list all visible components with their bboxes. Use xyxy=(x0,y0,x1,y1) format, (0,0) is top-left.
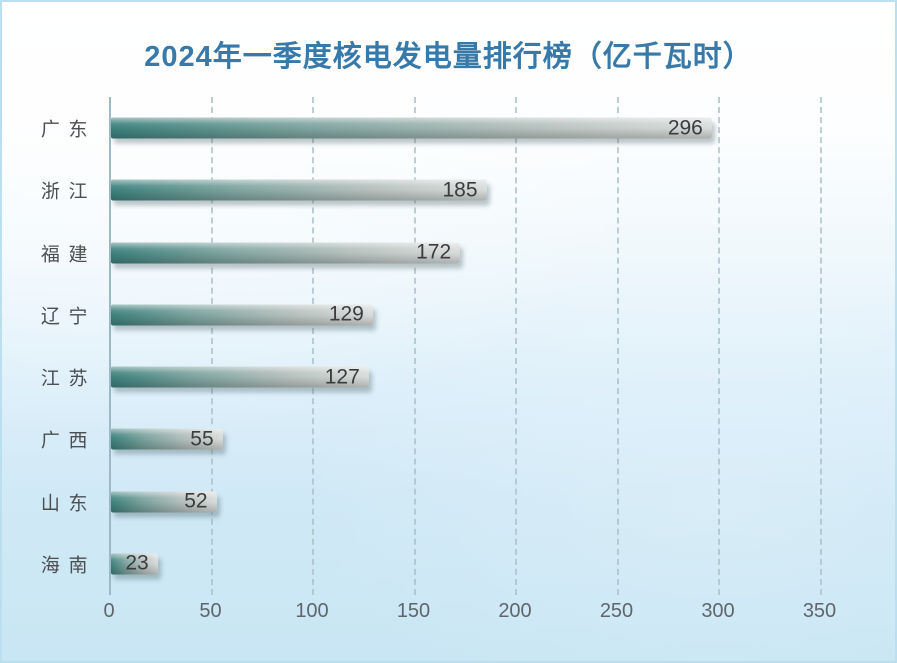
category-label: 辽宁 xyxy=(40,306,96,328)
bar-山东: 52 xyxy=(111,489,217,513)
gridline xyxy=(312,97,314,595)
value-label: 296 xyxy=(667,116,703,140)
plot-area: 广东 296 浙江 185 福建 172 辽宁 129 江苏 127 广西 55 山东 52 海南 23 xyxy=(41,97,854,595)
bar-rows: 广东 296 浙江 185 福建 172 辽宁 129 江苏 127 广西 55 山东 52 海南 23 xyxy=(41,97,854,595)
category-label: 广东 xyxy=(40,119,96,141)
gridline xyxy=(515,97,517,595)
bar-福建: 172 xyxy=(111,240,461,264)
x-tick-label: 150 xyxy=(396,600,431,622)
category-label: 浙江 xyxy=(40,181,96,203)
y-axis-line xyxy=(109,97,111,595)
bar-row: 辽宁 129 xyxy=(41,284,854,346)
x-axis-tick-labels: 0 50 100 150 200 250 300 350 xyxy=(103,600,854,626)
bar-广西: 55 xyxy=(111,427,223,451)
gridline xyxy=(210,97,213,595)
bar-row: 福建 172 xyxy=(41,222,854,284)
x-tick-label: 100 xyxy=(295,600,329,622)
category-label: 山东 xyxy=(40,493,96,515)
gridline xyxy=(616,97,619,595)
value-label: 127 xyxy=(324,365,360,389)
value-label: 129 xyxy=(328,302,364,326)
gridline xyxy=(819,97,822,595)
gridline xyxy=(413,97,416,595)
category-label: 广西 xyxy=(40,430,96,452)
bar-辽宁: 129 xyxy=(111,302,373,326)
bar-广东: 296 xyxy=(111,116,712,140)
gridline xyxy=(718,97,720,595)
bar-row: 广西 55 xyxy=(41,408,854,470)
bar-row: 广东 296 xyxy=(41,97,854,159)
category-label: 福建 xyxy=(40,244,96,266)
chart-title: 2024年一季度核电发电量排行榜（亿千瓦时） xyxy=(144,41,753,73)
x-tick-label: 50 xyxy=(199,600,222,622)
value-label: 55 xyxy=(190,427,214,451)
bar-浙江: 185 xyxy=(111,178,487,202)
x-tick-label: 250 xyxy=(599,600,634,622)
bar-row: 海南 23 xyxy=(41,533,854,595)
bar-江苏: 127 xyxy=(111,365,369,389)
x-tick-label: 300 xyxy=(701,600,735,622)
bar-row: 江苏 127 xyxy=(41,346,854,408)
value-label: 52 xyxy=(184,489,208,513)
category-label: 江苏 xyxy=(40,368,96,390)
value-label: 23 xyxy=(125,551,149,575)
category-label: 海南 xyxy=(40,555,96,577)
value-label: 185 xyxy=(442,178,478,202)
x-tick-label: 350 xyxy=(802,600,837,622)
x-tick-label: 0 xyxy=(103,600,115,622)
bar-海南: 23 xyxy=(111,551,158,575)
x-tick-label: 200 xyxy=(498,600,532,622)
bar-row: 山东 52 xyxy=(41,471,854,533)
bar-row: 浙江 185 xyxy=(41,159,854,221)
value-label: 172 xyxy=(416,240,452,264)
